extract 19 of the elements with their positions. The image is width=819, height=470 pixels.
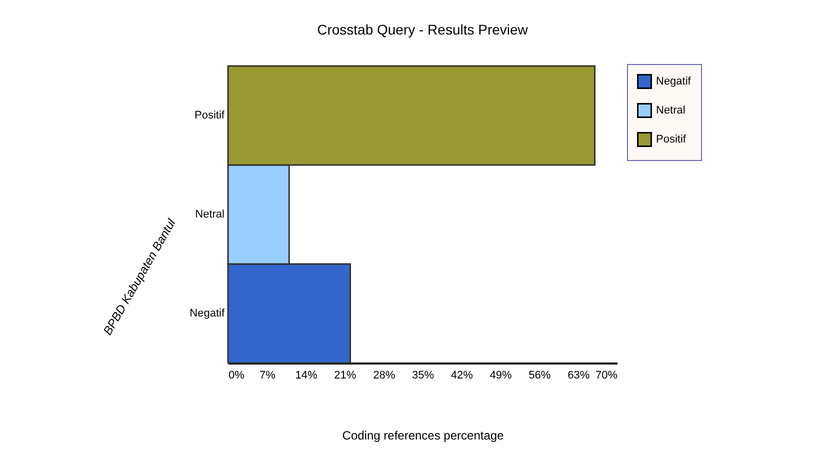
x-tick-label: 14% xyxy=(295,370,318,382)
x-tick-label: 7% xyxy=(259,370,276,382)
x-tick-label: 56% xyxy=(528,370,551,382)
chart-title: Crosstab Query - Results Preview xyxy=(317,22,529,38)
x-axis-title: Coding references percentage xyxy=(342,428,504,442)
legend-label: Positif xyxy=(656,134,687,146)
y-tick-label: Positif xyxy=(194,110,226,122)
x-tick-label: 42% xyxy=(450,370,474,382)
x-tick-label: 21% xyxy=(334,370,356,382)
y-tick-label: Negatif xyxy=(190,308,226,320)
x-tick-label: 35% xyxy=(412,370,434,382)
legend-label: Netral xyxy=(656,104,686,116)
x-tick-label: 0% xyxy=(228,370,245,382)
y-tick-label: Netral xyxy=(195,208,224,220)
x-tick-label: 70% xyxy=(595,370,618,382)
legend-label: Negatif xyxy=(656,76,692,88)
x-tick-label: 63% xyxy=(568,370,590,382)
x-tick-label: 28% xyxy=(373,370,396,382)
x-tick-label: 49% xyxy=(490,370,512,382)
